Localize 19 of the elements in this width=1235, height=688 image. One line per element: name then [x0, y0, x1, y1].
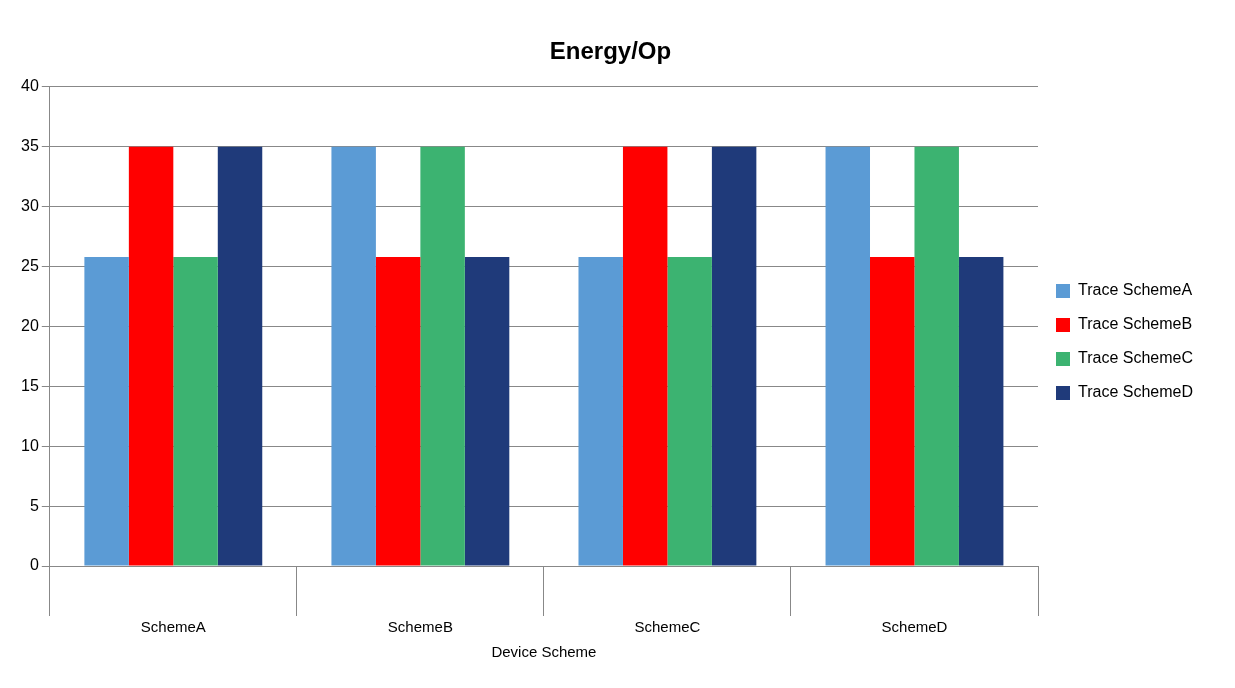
x-axis-title: Device Scheme — [491, 643, 597, 661]
x-tick-label: SchemeC — [634, 618, 701, 636]
y-tick-label: 40 — [21, 77, 39, 95]
y-tick-label: 25 — [21, 256, 39, 274]
legend-label: Trace SchemeA — [1078, 281, 1193, 299]
y-tick-label: 35 — [21, 137, 39, 155]
legend-label: Trace SchemeC — [1078, 349, 1193, 367]
y-tick-label: 20 — [21, 316, 39, 334]
y-tick-label: 15 — [21, 376, 39, 394]
x-tick-label: SchemeB — [387, 618, 453, 636]
x-tick-label: SchemeA — [140, 618, 206, 636]
x-tick-label: SchemeD — [881, 618, 948, 636]
y-tick-label: 0 — [29, 556, 39, 574]
y-tick-label: 30 — [21, 197, 39, 215]
chart-title: Energy/Op — [549, 37, 672, 65]
y-tick-label: 10 — [21, 436, 39, 454]
y-tick-label: 5 — [29, 496, 39, 514]
legend-label: Trace SchemeB — [1078, 315, 1193, 333]
legend-label: Trace SchemeD — [1078, 383, 1193, 401]
